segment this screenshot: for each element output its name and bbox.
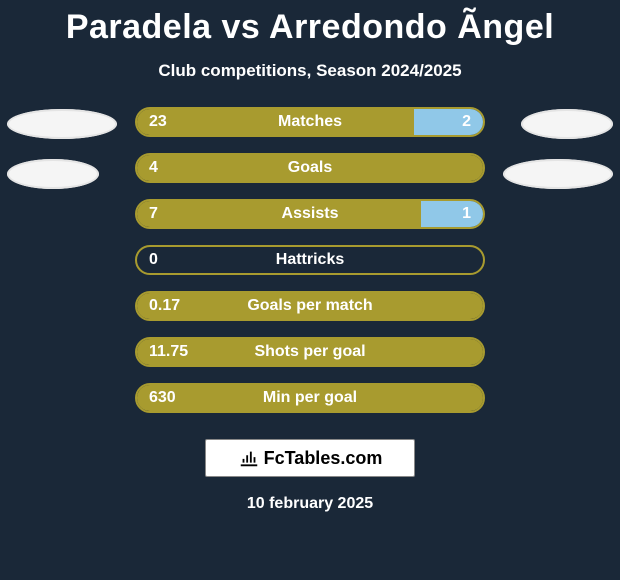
- bar-value-p1: 630: [149, 389, 176, 407]
- site-logo: FcTables.com: [205, 439, 415, 477]
- bar-fill-right: [421, 201, 483, 227]
- page-title: Paradela vs Arredondo Ãngel: [66, 8, 554, 47]
- bar-label: Matches: [278, 113, 342, 131]
- stat-bar: 4 Goals: [135, 153, 485, 183]
- bar-value-p2: 2: [462, 113, 471, 131]
- bar-value-p1: 11.75: [149, 343, 188, 361]
- comparison-infographic: Paradela vs Arredondo Ãngel Club competi…: [0, 0, 620, 580]
- player1-photo-2: [7, 159, 99, 189]
- stat-bar: 11.75 Shots per goal: [135, 337, 485, 367]
- chart-area: 23 2 Matches 4 Goals 7 1 Assists 0 Hattricks 0.17 G…: [0, 107, 620, 413]
- stat-bars: 23 2 Matches 4 Goals 7 1 Assists 0 Hattricks 0.17 G…: [135, 107, 485, 413]
- bar-fill-left: [137, 109, 414, 135]
- player2-photos: [503, 107, 613, 189]
- player1-photo-1: [7, 109, 117, 139]
- player2-photo-1: [521, 109, 613, 139]
- stat-bar: 23 2 Matches: [135, 107, 485, 137]
- logo-text: FcTables.com: [264, 448, 383, 469]
- bar-value-p1: 7: [149, 205, 158, 223]
- bar-label: Assists: [282, 205, 339, 223]
- bar-value-p1: 4: [149, 159, 158, 177]
- subtitle: Club competitions, Season 2024/2025: [158, 61, 461, 81]
- bar-fill-left: [137, 201, 421, 227]
- bar-label: Shots per goal: [254, 343, 365, 361]
- player1-photos: [7, 107, 117, 189]
- player2-photo-2: [503, 159, 613, 189]
- bar-label: Hattricks: [276, 251, 344, 269]
- bar-label: Goals: [288, 159, 332, 177]
- chart-icon: [238, 447, 260, 469]
- bar-value-p1: 0: [149, 251, 158, 269]
- bar-value-p1: 23: [149, 113, 167, 131]
- bar-value-p2: 1: [462, 205, 471, 223]
- bar-label: Min per goal: [263, 389, 357, 407]
- stat-bar: 0 Hattricks: [135, 245, 485, 275]
- stat-bar: 0.17 Goals per match: [135, 291, 485, 321]
- bar-fill-right: [414, 109, 483, 135]
- stat-bar: 7 1 Assists: [135, 199, 485, 229]
- bar-label: Goals per match: [247, 297, 372, 315]
- stat-bar: 630 Min per goal: [135, 383, 485, 413]
- bar-value-p1: 0.17: [149, 297, 180, 315]
- date: 10 february 2025: [247, 495, 373, 513]
